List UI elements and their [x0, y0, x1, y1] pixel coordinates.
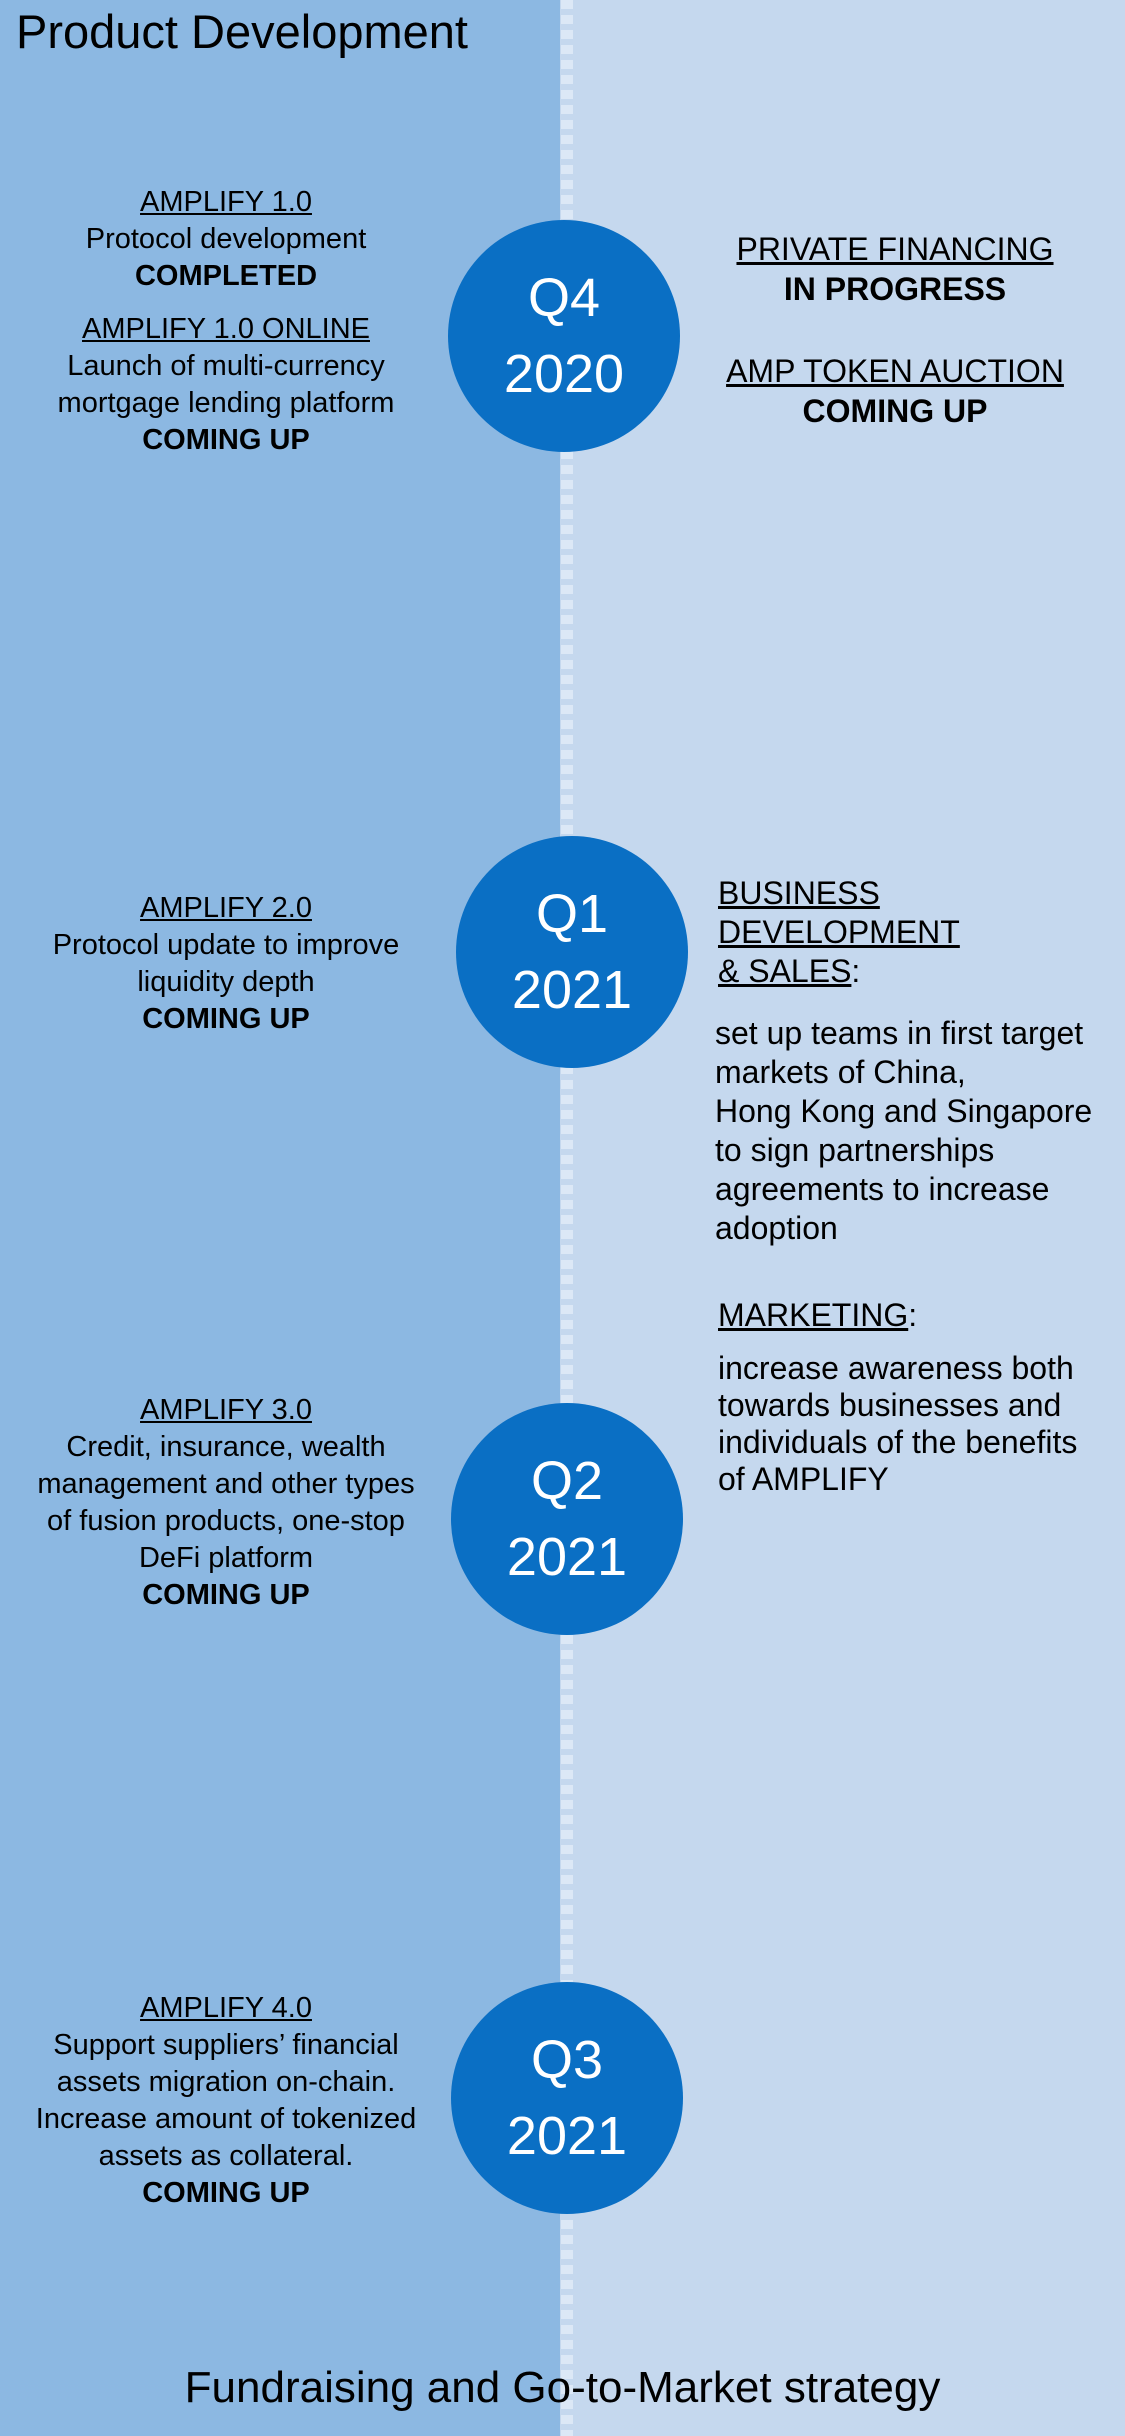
status-label: IN PROGRESS [783, 271, 1007, 307]
milestone-year: 2021 [511, 960, 633, 1020]
product-q2-2021: AMPLIFY 3.0 Credit, insurance, wealth ma… [10, 1392, 442, 1614]
status-label: COMING UP [142, 424, 310, 456]
milestone-q1-2021: Q1 2021 [456, 836, 688, 1068]
business-text-line: markets of China, [715, 1054, 966, 1090]
product-description: assets as collateral. [98, 2140, 354, 2172]
milestone-year: 2021 [506, 1527, 628, 1587]
status-label: COMPLETED [134, 260, 318, 292]
status-label: COMING UP [142, 2177, 310, 2209]
product-q3-2021: AMPLIFY 4.0 Support suppliers’ financial… [10, 1990, 442, 2212]
business-title-line: BUSINESS [718, 875, 880, 911]
product-description: DeFi platform [138, 1542, 314, 1574]
marketing-description: increase awareness both towards business… [718, 1350, 1077, 1498]
product-description: Launch of multi-currency [67, 350, 385, 382]
business-text-line: Hong Kong and Singapore [715, 1093, 1093, 1129]
product-title: AMPLIFY 3.0 [140, 1394, 312, 1426]
go-to-market-heading: Fundraising and Go-to-Market strategy [184, 2363, 941, 2412]
marketing-section: MARKETING: [718, 1296, 917, 1335]
product-description: Support suppliers’ financial [53, 2029, 399, 2061]
marketing-text-line: towards businesses and [718, 1387, 1062, 1423]
milestone-year: 2020 [503, 344, 625, 404]
product-development-panel [0, 0, 560, 2436]
product-title: AMPLIFY 4.0 [140, 1992, 312, 2024]
milestone-quarter: Q2 [530, 1451, 604, 1511]
milestone-quarter: Q3 [530, 2030, 604, 2090]
business-title-line: & SALES: [718, 953, 861, 989]
business-text-line: set up teams in first target [715, 1015, 1084, 1051]
milestone-q3-2021: Q3 2021 [451, 1982, 683, 2214]
business-title-line: DEVELOPMENT [718, 914, 960, 950]
status-label: COMING UP [142, 1579, 310, 1611]
timeline-divider [561, 0, 573, 2436]
business-text-line: adoption [715, 1210, 838, 1246]
milestone-quarter: Q1 [535, 884, 609, 944]
business-description: set up teams in first target markets of … [715, 1014, 1092, 1248]
business-text-line: to sign partnerships [715, 1132, 995, 1168]
marketing-text-line: individuals of the benefits [718, 1424, 1078, 1460]
business-development-section: BUSINESS DEVELOPMENT & SALES: [718, 874, 960, 991]
status-label: COMING UP [142, 1003, 310, 1035]
milestone-quarter: Q4 [527, 268, 601, 328]
status-label: COMING UP [802, 393, 988, 429]
product-description: management and other types [37, 1468, 415, 1500]
product-title: AMPLIFY 2.0 [140, 892, 312, 924]
marketing-text-line: increase awareness both [718, 1350, 1074, 1386]
product-description: Protocol update to improve [52, 929, 400, 961]
fundraising-title: PRIVATE FINANCING [736, 231, 1054, 267]
product-development-heading: Product Development [16, 5, 468, 58]
milestone-year: 2021 [506, 2106, 628, 2166]
marketing-text-line: of AMPLIFY [718, 1461, 889, 1497]
fundraising-title: AMP TOKEN AUCTION [726, 353, 1064, 389]
product-q4-2020: AMPLIFY 1.0 Protocol development COMPLET… [10, 184, 442, 459]
product-description: Increase amount of tokenized [35, 2103, 417, 2135]
product-title: AMPLIFY 1.0 [140, 186, 312, 218]
product-description: assets migration on-chain. [56, 2066, 396, 2098]
product-title: AMPLIFY 1.0 ONLINE [82, 313, 370, 345]
business-text-line: agreements to increase [715, 1171, 1050, 1207]
milestone-q4-2020: Q4 2020 [448, 220, 680, 452]
milestone-q2-2021: Q2 2021 [451, 1403, 683, 1635]
product-description: of fusion products, one-stop [47, 1505, 405, 1537]
product-description: liquidity depth [137, 966, 315, 998]
product-q1-2021: AMPLIFY 2.0 Protocol update to improve l… [10, 890, 442, 1038]
product-description: mortgage lending platform [57, 387, 395, 419]
marketing-title-line: MARKETING: [718, 1297, 918, 1333]
fundraising-q4-2020: PRIVATE FINANCING IN PROGRESS AMP TOKEN … [690, 229, 1100, 431]
product-description: Protocol development [85, 223, 367, 255]
product-description: Credit, insurance, wealth [66, 1431, 386, 1463]
